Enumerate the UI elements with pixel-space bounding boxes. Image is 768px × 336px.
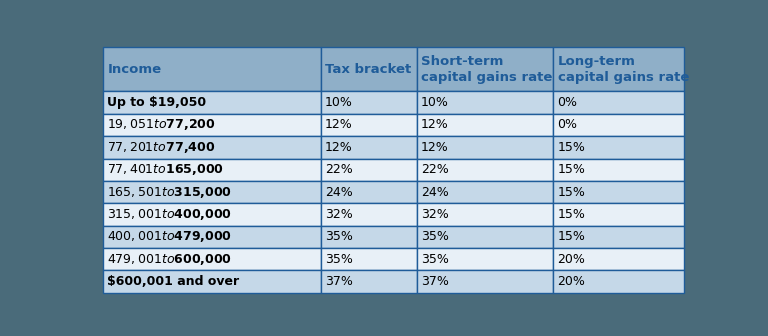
- Text: 22%: 22%: [325, 163, 353, 176]
- Bar: [554, 91, 684, 114]
- Bar: [321, 248, 417, 270]
- Text: Short-term
capital gains rate: Short-term capital gains rate: [421, 55, 552, 84]
- Bar: [321, 114, 417, 136]
- Text: 22%: 22%: [421, 163, 449, 176]
- Bar: [103, 270, 321, 293]
- Bar: [554, 270, 684, 293]
- Text: 15%: 15%: [558, 141, 585, 154]
- Text: $315,001 to $400,000: $315,001 to $400,000: [108, 207, 233, 222]
- Bar: [554, 159, 684, 181]
- Bar: [417, 203, 554, 225]
- Text: $600,001 and over: $600,001 and over: [108, 275, 240, 288]
- Bar: [321, 225, 417, 248]
- Text: 0%: 0%: [558, 119, 578, 131]
- Bar: [554, 114, 684, 136]
- Bar: [103, 47, 321, 91]
- Text: 32%: 32%: [325, 208, 353, 221]
- Text: 15%: 15%: [558, 208, 585, 221]
- Text: 15%: 15%: [558, 230, 585, 243]
- Text: 37%: 37%: [325, 275, 353, 288]
- Bar: [554, 248, 684, 270]
- Text: 12%: 12%: [325, 141, 353, 154]
- Text: 10%: 10%: [421, 96, 449, 109]
- Text: 12%: 12%: [325, 119, 353, 131]
- Text: $19,051 to $77,200: $19,051 to $77,200: [108, 118, 216, 132]
- Text: $77,401 to $165,000: $77,401 to $165,000: [108, 162, 224, 177]
- Bar: [321, 47, 417, 91]
- Text: 35%: 35%: [325, 253, 353, 265]
- Bar: [417, 270, 554, 293]
- Bar: [554, 225, 684, 248]
- Bar: [103, 203, 321, 225]
- Bar: [321, 159, 417, 181]
- Bar: [417, 159, 554, 181]
- Bar: [103, 136, 321, 159]
- Bar: [417, 91, 554, 114]
- Bar: [417, 181, 554, 203]
- Bar: [417, 136, 554, 159]
- Text: 32%: 32%: [421, 208, 449, 221]
- Text: 35%: 35%: [421, 230, 449, 243]
- Text: 35%: 35%: [325, 230, 353, 243]
- Bar: [417, 47, 554, 91]
- Bar: [417, 114, 554, 136]
- Text: 10%: 10%: [325, 96, 353, 109]
- Text: Tax bracket: Tax bracket: [325, 62, 412, 76]
- Bar: [554, 203, 684, 225]
- Bar: [554, 47, 684, 91]
- Text: 24%: 24%: [421, 185, 449, 199]
- Text: Income: Income: [108, 62, 161, 76]
- Text: 20%: 20%: [558, 275, 585, 288]
- Text: 15%: 15%: [558, 185, 585, 199]
- Bar: [554, 136, 684, 159]
- Bar: [321, 181, 417, 203]
- Text: 0%: 0%: [558, 96, 578, 109]
- Text: $77,201 to $77,400: $77,201 to $77,400: [108, 140, 216, 155]
- Bar: [103, 181, 321, 203]
- Bar: [321, 203, 417, 225]
- Text: 35%: 35%: [421, 253, 449, 265]
- Bar: [103, 248, 321, 270]
- Bar: [321, 91, 417, 114]
- Text: 15%: 15%: [558, 163, 585, 176]
- Bar: [103, 159, 321, 181]
- Text: $165,501 to $315,000: $165,501 to $315,000: [108, 184, 233, 200]
- Text: 37%: 37%: [421, 275, 449, 288]
- Text: $400,001 to $479,000: $400,001 to $479,000: [108, 229, 233, 244]
- Bar: [103, 91, 321, 114]
- Text: 20%: 20%: [558, 253, 585, 265]
- Bar: [417, 248, 554, 270]
- Text: Long-term
capital gains rate: Long-term capital gains rate: [558, 55, 689, 84]
- Text: $479,001 to $600,000: $479,001 to $600,000: [108, 252, 233, 266]
- Bar: [554, 181, 684, 203]
- Bar: [321, 270, 417, 293]
- Text: 24%: 24%: [325, 185, 353, 199]
- Text: 12%: 12%: [421, 141, 449, 154]
- Bar: [417, 225, 554, 248]
- Text: 12%: 12%: [421, 119, 449, 131]
- Bar: [321, 136, 417, 159]
- Bar: [103, 225, 321, 248]
- Text: Up to $19,050: Up to $19,050: [108, 96, 207, 109]
- Bar: [103, 114, 321, 136]
